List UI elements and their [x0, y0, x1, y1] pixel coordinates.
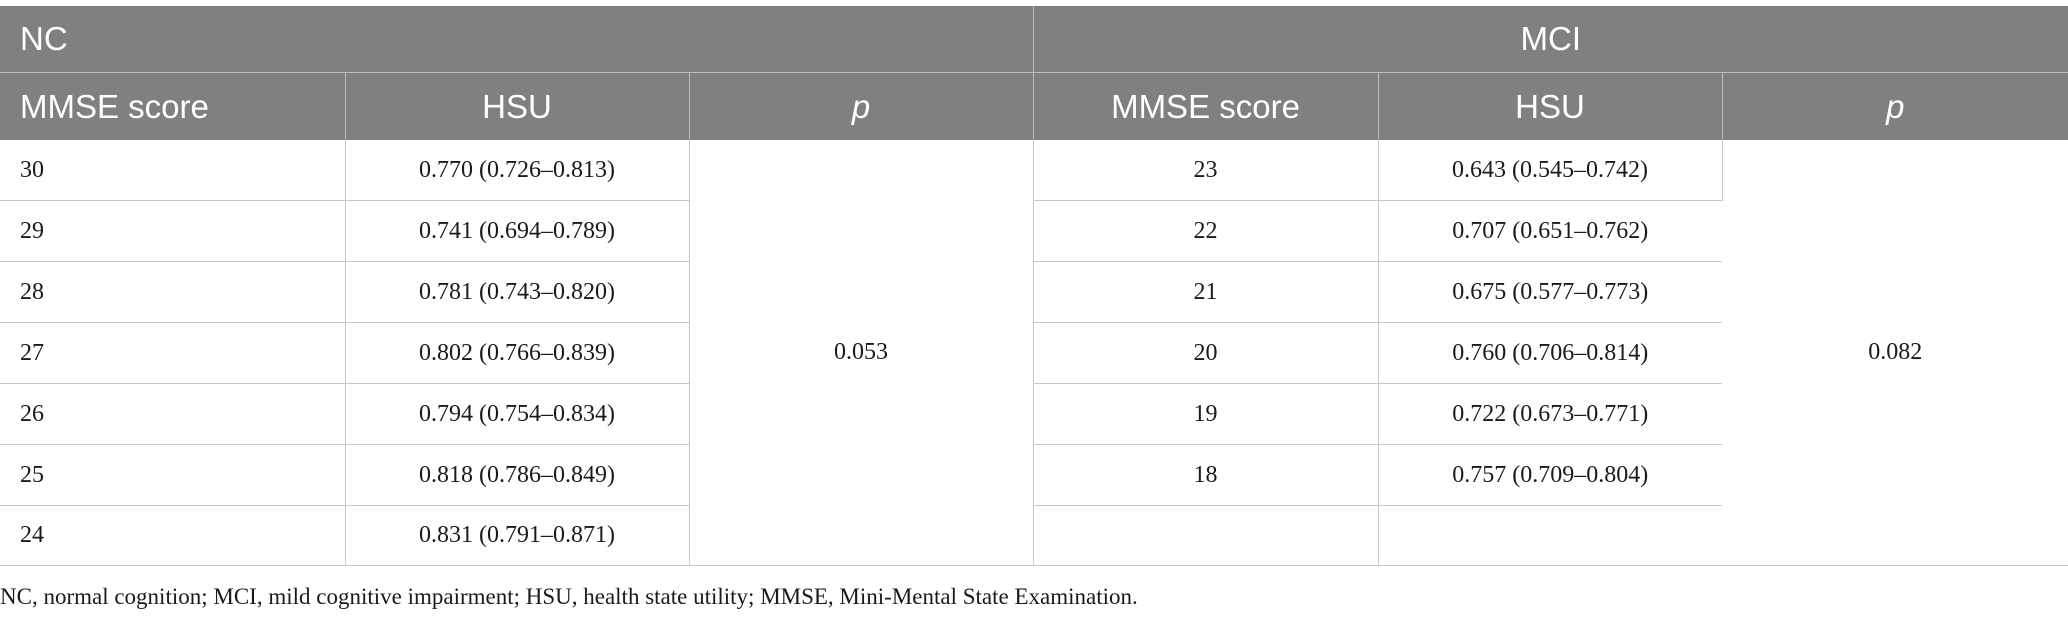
table-footnote: NC, normal cognition; MCI, mild cognitiv…: [0, 584, 1138, 609]
table-row: 24 0.831 (0.791–0.871): [0, 505, 2068, 566]
nc-mmse-cell: 29: [0, 200, 346, 262]
mci-mmse-cell: 19: [1033, 383, 1379, 445]
mci-p-value: 0.082: [1722, 140, 2068, 566]
col-header-mci-mmse: MMSE score: [1033, 72, 1379, 140]
nc-hsu-cell: 0.831 (0.791–0.871): [345, 505, 690, 566]
mci-mmse-cell: 18: [1033, 444, 1379, 506]
col-header-mci-p: p: [1722, 72, 2068, 140]
table-row: 29 0.741 (0.694–0.789) 22 0.707 (0.651–0…: [0, 200, 2068, 262]
mci-hsu-cell: 0.722 (0.673–0.771): [1378, 383, 1723, 445]
table-row: 28 0.781 (0.743–0.820) 21 0.675 (0.577–0…: [0, 261, 2068, 323]
col-header-nc-mmse: MMSE score: [0, 72, 346, 140]
nc-hsu-cell: 0.741 (0.694–0.789): [345, 200, 690, 262]
hsu-by-mmse-table: NC MCI MMSE score HSU p MMSE score HSU p…: [0, 6, 2068, 566]
mci-mmse-cell: 21: [1033, 261, 1379, 323]
mci-hsu-cell: 0.707 (0.651–0.762): [1378, 200, 1723, 262]
table-row: 27 0.802 (0.766–0.839) 20 0.760 (0.706–0…: [0, 322, 2068, 384]
nc-hsu-cell: 0.794 (0.754–0.834): [345, 383, 690, 445]
nc-mmse-cell: 24: [0, 505, 346, 566]
nc-hsu-cell: 0.802 (0.766–0.839): [345, 322, 690, 384]
group-header-mci: MCI: [1033, 6, 2068, 73]
group-header-row: NC MCI: [0, 6, 2068, 73]
nc-mmse-cell: 27: [0, 322, 346, 384]
nc-p-value: 0.053: [689, 140, 1034, 566]
table-row: 30 0.770 (0.726–0.813) 0.053 23 0.643 (0…: [0, 140, 2068, 566]
table-row: 26 0.794 (0.754–0.834) 19 0.722 (0.673–0…: [0, 383, 2068, 445]
nc-hsu-cell: 0.818 (0.786–0.849): [345, 444, 690, 506]
mci-mmse-cell: 22: [1033, 200, 1379, 262]
mci-mmse-cell: 20: [1033, 322, 1379, 384]
col-header-nc-hsu: HSU: [345, 72, 690, 140]
mci-hsu-cell: 0.675 (0.577–0.773): [1378, 261, 1723, 323]
nc-hsu-cell: 0.770 (0.726–0.813): [345, 140, 690, 201]
col-header-mci-hsu: HSU: [1378, 72, 1723, 140]
mci-mmse-cell: 23: [1033, 140, 1379, 201]
mci-hsu-cell: 0.757 (0.709–0.804): [1378, 444, 1723, 506]
mci-hsu-cell: 0.760 (0.706–0.814): [1378, 322, 1723, 384]
nc-mmse-cell: 30: [0, 140, 346, 201]
group-header-nc: NC: [0, 6, 1034, 73]
mci-mmse-cell: [1033, 505, 1379, 566]
col-header-nc-p: p: [689, 72, 1034, 140]
nc-mmse-cell: 28: [0, 261, 346, 323]
nc-hsu-cell: 0.781 (0.743–0.820): [345, 261, 690, 323]
mci-hsu-cell: 0.643 (0.545–0.742): [1378, 140, 1723, 201]
nc-mmse-cell: 26: [0, 383, 346, 445]
column-header-row: MMSE score HSU p MMSE score HSU p: [0, 72, 2068, 140]
mci-hsu-cell: [1378, 505, 1723, 566]
nc-mmse-cell: 25: [0, 444, 346, 506]
table-row: 25 0.818 (0.786–0.849) 18 0.757 (0.709–0…: [0, 444, 2068, 506]
